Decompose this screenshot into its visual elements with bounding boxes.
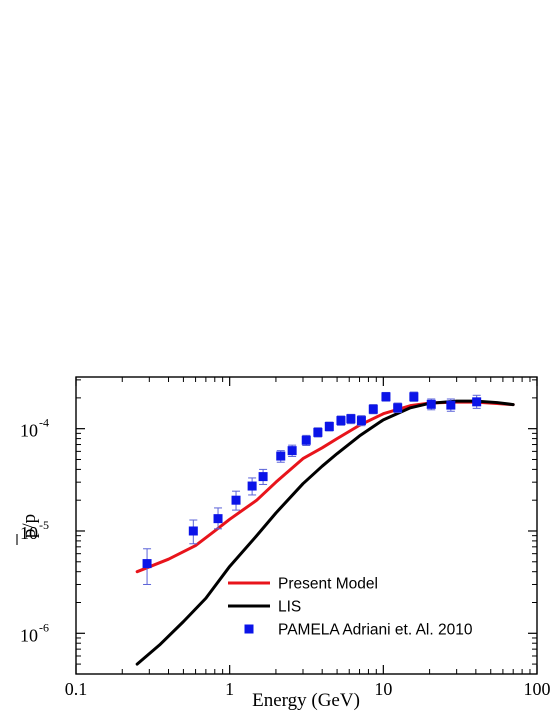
y-tick-exponent: -6 [39, 620, 49, 634]
square-marker [313, 427, 323, 437]
data-point [346, 413, 356, 425]
square-marker [393, 403, 403, 413]
legend-item: Present Model [228, 576, 378, 593]
y-tick-base: 10 [20, 421, 38, 441]
data-point [276, 450, 286, 463]
square-marker [247, 481, 257, 491]
data-point [324, 421, 334, 432]
data-point [247, 477, 257, 496]
y-tick-exponent: -5 [39, 518, 49, 532]
data-point [231, 490, 241, 511]
square-marker [446, 400, 456, 410]
x-axis-label: Energy (GeV) [252, 690, 360, 711]
data-point [446, 398, 456, 412]
data-point [381, 391, 391, 402]
legend-item: PAMELA Adriani et. Al. 2010 [244, 622, 473, 639]
y-axis-title: p/p [16, 514, 40, 545]
legend-label: LIS [278, 599, 301, 616]
square-marker [472, 397, 482, 407]
y-tick-label: 10 -6 [20, 620, 49, 645]
data-point [356, 415, 366, 427]
data-point [368, 404, 378, 415]
data-point [426, 398, 436, 411]
data-point [313, 427, 323, 438]
legend: Present Model LIS PAMELA Adriani et. Al. 2… [228, 576, 473, 639]
square-marker [324, 422, 334, 432]
square-marker [368, 404, 378, 414]
data-point [258, 468, 268, 485]
x-tick-label: 1 [225, 679, 234, 699]
square-marker [356, 416, 366, 426]
data-point [142, 548, 152, 585]
legend-item: LIS [228, 599, 301, 616]
x-tick-label: 0.1 [65, 679, 88, 699]
y-axis-label: p/p [19, 514, 40, 538]
square-marker [276, 451, 286, 461]
square-marker [409, 392, 419, 402]
y-tick-exponent: -4 [39, 416, 49, 430]
y-tick-label: 10 -5 [20, 518, 49, 543]
square-marker [213, 514, 223, 524]
square-marker [287, 446, 297, 456]
legend-label: Present Model [278, 576, 378, 593]
data-point [393, 402, 403, 413]
legend-label: PAMELA Adriani et. Al. 2010 [278, 622, 473, 639]
square-marker [336, 416, 346, 426]
data-point [287, 444, 297, 457]
y-tick-base: 10 [20, 625, 38, 645]
data-point [472, 394, 482, 409]
square-marker [231, 495, 241, 505]
square-marker [142, 559, 152, 569]
square-marker [301, 435, 311, 445]
square-marker [258, 472, 268, 482]
square-marker [381, 392, 391, 402]
square-marker [426, 399, 436, 409]
y-tick-label: 10 -4 [20, 416, 49, 441]
square-marker [188, 526, 198, 536]
series-line-1 [135, 399, 515, 666]
data-point [409, 391, 419, 402]
x-tick-label: 100 [524, 679, 551, 699]
plot-frame [75, 376, 538, 675]
data-point [213, 507, 223, 530]
legend-swatch-marker [244, 624, 254, 634]
data-point [336, 415, 346, 426]
data-point [301, 434, 311, 446]
square-marker [346, 414, 356, 424]
data-point [188, 519, 198, 545]
y-tick-base: 10 [20, 523, 38, 543]
x-tick-label: 10 [374, 679, 392, 699]
